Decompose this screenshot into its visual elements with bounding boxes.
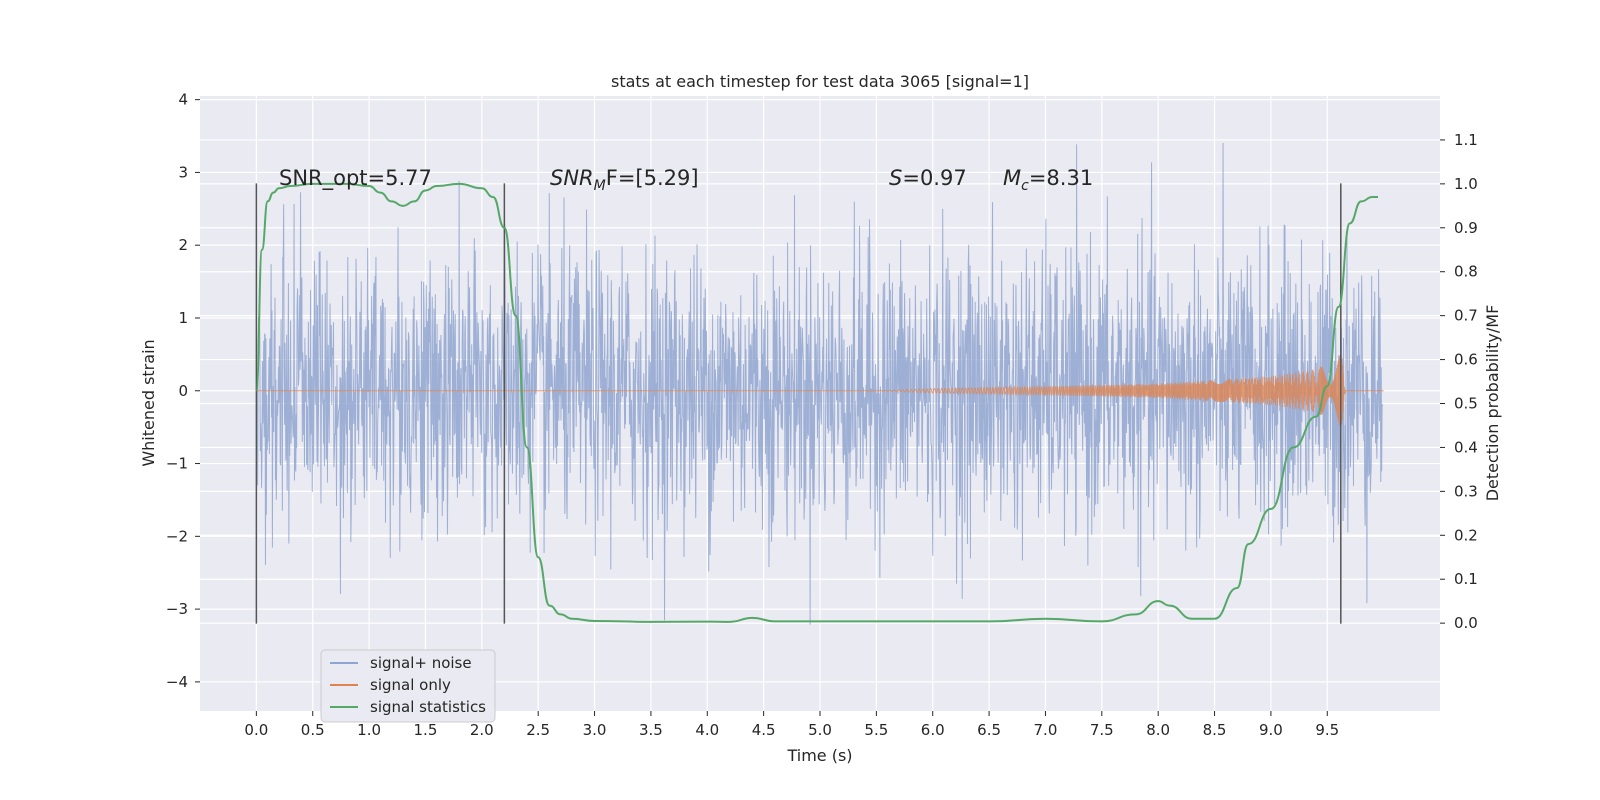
legend-label-noise: signal+ noise [370, 654, 472, 672]
x-tick-label: 0.0 [244, 721, 268, 739]
x-tick-label: 7.0 [1034, 721, 1058, 739]
x-tick-label: 9.0 [1259, 721, 1283, 739]
annotation-snr-opt: SNR_opt=5.77 [279, 166, 432, 191]
x-tick-label: 2.5 [526, 721, 550, 739]
annotation-s-rest: =0.97 [902, 166, 966, 190]
x-tick-label: 7.5 [1090, 721, 1114, 739]
y-right-tick-label: 0.2 [1454, 526, 1478, 544]
annotation-s-base: S [889, 166, 902, 190]
plot-area [255, 142, 1384, 625]
legend-label-signal: signal only [370, 676, 451, 694]
y-right-tick-label: 1.0 [1454, 175, 1478, 193]
y-tick-label: −1 [166, 455, 188, 473]
annotation-snr-mf-sub: M [594, 178, 606, 194]
x-tick-label: 6.5 [977, 721, 1001, 739]
series-signal-statistics [255, 182, 1378, 623]
y-tick-label: 2 [178, 236, 188, 254]
y-tick-label: −4 [166, 673, 188, 691]
y-axis-label: Whitened strain [139, 339, 158, 466]
x-tick-label: 1.0 [357, 721, 381, 739]
y-right-tick-label: 0.1 [1454, 570, 1478, 588]
legend: signal+ noise signal only signal statist… [320, 649, 496, 723]
y-right-tick-label: 0.0 [1454, 614, 1478, 632]
x-tick-label: 8.0 [1146, 721, 1170, 739]
annotation-mc: Mc=8.31 [1003, 166, 1093, 194]
x-axis-label: Time (s) [786, 746, 852, 765]
chart-title: stats at each timestep for test data 306… [611, 72, 1029, 91]
x-tick-label: 4.0 [695, 721, 719, 739]
y-right-tick-label: 1.1 [1454, 131, 1478, 149]
x-tick-label: 0.5 [301, 721, 325, 739]
annotation-mc-rest: =8.31 [1029, 166, 1093, 190]
annotation-mc-base: M [1003, 166, 1021, 190]
x-tick-label: 3.5 [639, 721, 663, 739]
y-right-tick-label: 0.3 [1454, 482, 1478, 500]
y-right-tick-label: 0.6 [1454, 351, 1478, 369]
y-axis-right-label: Detection probability/MF [1483, 305, 1502, 502]
series-signal-only [256, 354, 1384, 427]
x-tick-label: 8.5 [1203, 721, 1227, 739]
annotation-snr-mf-rest: F=[5.29] [606, 166, 699, 190]
x-tick-label: 4.5 [752, 721, 776, 739]
y-right-tick-label: 0.9 [1454, 219, 1478, 237]
annotation-snr-mf: SNRMF=[5.29] [550, 166, 699, 194]
x-tick-label: 2.0 [470, 721, 494, 739]
axes: 0.0 0.5 1.0 1.5 2.0 2.5 3.0 3.5 4.0 4.5 5.0 5.5 6.0 6… [166, 91, 1478, 739]
y-tick-label: 3 [178, 163, 188, 181]
annotation-snr-mf-base: SNR [550, 166, 594, 190]
y-tick-label: −3 [166, 600, 188, 618]
y-right-tick-label: 0.8 [1454, 263, 1478, 281]
y-tick-label: −2 [166, 527, 188, 545]
x-tick-label: 6.0 [921, 721, 945, 739]
x-tick-label: 3.0 [583, 721, 607, 739]
y-tick-label: 0 [178, 382, 188, 400]
x-tick-label: 5.5 [864, 721, 888, 739]
annotation-s: S=0.97 [889, 166, 967, 190]
legend-label-statistics: signal statistics [370, 698, 486, 716]
y-right-tick-label: 0.5 [1454, 395, 1478, 413]
y-tick-label: 1 [178, 309, 188, 327]
x-tick-label: 1.5 [414, 721, 438, 739]
y-right-tick-label: 0.4 [1454, 438, 1478, 456]
y-right-tick-label: 0.7 [1454, 307, 1478, 325]
y-tick-label: 4 [178, 91, 188, 109]
legend-box [320, 649, 496, 723]
annotations: SNR_opt=5.77 SNRMF=[5.29] S=0.97 Mc=8.31 [279, 166, 1093, 194]
x-tick-label: 9.5 [1315, 721, 1339, 739]
x-tick-label: 5.0 [808, 721, 832, 739]
annotation-mc-sub: c [1021, 178, 1029, 194]
series-signal-noise [255, 142, 1384, 625]
